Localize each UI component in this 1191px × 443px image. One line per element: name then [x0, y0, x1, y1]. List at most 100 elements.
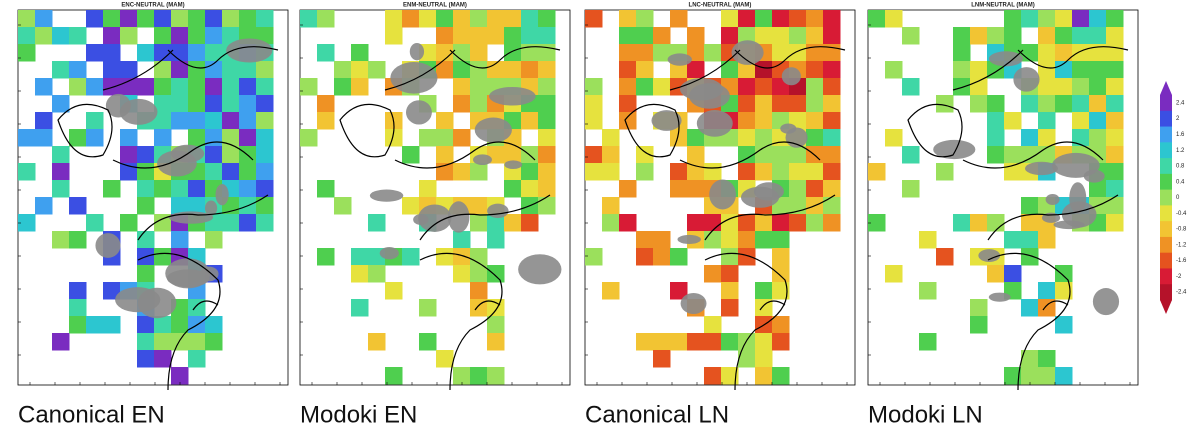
map-cell [385, 27, 403, 45]
map-cell [1038, 78, 1056, 96]
map-cell [137, 180, 155, 198]
map-panel: ENM-NEUTRAL (MAM)Modoki EN [300, 3, 570, 429]
masked-area [989, 293, 1011, 302]
colorbar-swatch [1160, 190, 1172, 206]
map-cell [806, 10, 824, 28]
map-cell [1038, 350, 1056, 368]
map-cell [738, 163, 756, 181]
map-cell [936, 95, 954, 113]
map-cell [171, 10, 189, 28]
masked-area [475, 118, 512, 143]
map-cell [521, 61, 539, 79]
masked-area [1069, 182, 1086, 213]
map-cell [154, 78, 172, 96]
map-cell [970, 61, 988, 79]
map-cell [538, 61, 556, 79]
masked-area [978, 249, 1000, 262]
map-cell [86, 78, 104, 96]
map-cell [69, 27, 87, 45]
map-cell [738, 78, 756, 96]
map-cell [504, 180, 522, 198]
map-cell [953, 44, 971, 62]
map-cell [868, 163, 886, 181]
map-cell [521, 27, 539, 45]
map-cell [1038, 61, 1056, 79]
map-cell [1038, 44, 1056, 62]
map-cell [453, 44, 471, 62]
map-cell [919, 282, 937, 300]
map-cell [171, 44, 189, 62]
map-cell [120, 27, 138, 45]
map-cell [721, 282, 739, 300]
colorbar-arrow-top [1160, 81, 1172, 95]
map-cell [137, 78, 155, 96]
map-cell [755, 129, 773, 147]
map-cell [453, 78, 471, 96]
map-cell [755, 333, 773, 351]
colorbar-swatch [1160, 253, 1172, 269]
map-cell [823, 197, 841, 215]
map-cell [154, 248, 172, 266]
masked-area [1025, 162, 1058, 175]
map-cell [1021, 44, 1039, 62]
map-cell [538, 112, 556, 130]
map-cell [823, 95, 841, 113]
map-cell [504, 61, 522, 79]
map-cell [453, 367, 471, 385]
masked-area [1046, 194, 1060, 205]
map-cell [256, 163, 274, 181]
map-cell [239, 214, 257, 232]
masked-area [115, 287, 160, 312]
map-cell [902, 180, 920, 198]
map-cell [470, 78, 488, 96]
masked-area [380, 247, 399, 259]
map-cell [69, 282, 87, 300]
map-cell [205, 146, 223, 164]
map-cell [636, 78, 654, 96]
colorbar-label: -2.4 [1176, 290, 1187, 296]
map-cell [772, 146, 790, 164]
map-cell [585, 95, 603, 113]
map-cell [953, 27, 971, 45]
map-cell [35, 197, 53, 215]
map-cell [521, 10, 539, 28]
map-cell [721, 248, 739, 266]
map-cell [1106, 146, 1124, 164]
panel-title: ENC-NEUTRAL (MAM) [121, 3, 184, 9]
map-cell [987, 265, 1005, 283]
map-cell [385, 282, 403, 300]
map-cell [1089, 61, 1107, 79]
masked-area [741, 187, 779, 208]
map-cell [970, 95, 988, 113]
map-cell [521, 180, 539, 198]
map-cell [137, 316, 155, 334]
map-cell [619, 27, 637, 45]
map-cell [52, 180, 70, 198]
map-cell [902, 146, 920, 164]
map-cell [789, 27, 807, 45]
map-cell [1038, 282, 1056, 300]
map-cell [538, 95, 556, 113]
map-cell [222, 163, 240, 181]
map-cell [385, 367, 403, 385]
colorbar-swatch [1160, 127, 1172, 143]
map-cell [103, 316, 121, 334]
colorbar-swatch [1160, 111, 1172, 127]
map-cell [772, 367, 790, 385]
map-cell [636, 10, 654, 28]
map-cell [738, 129, 756, 147]
masked-area [169, 211, 213, 223]
masked-area [681, 293, 707, 314]
map-cell [188, 78, 206, 96]
map-cell [585, 248, 603, 266]
colorbar-label: -1.2 [1176, 242, 1187, 248]
map-cell [120, 214, 138, 232]
map-cell [1089, 78, 1107, 96]
map-cell [188, 129, 206, 147]
map-cell [239, 163, 257, 181]
colorbar-label: -1.6 [1176, 258, 1187, 264]
masked-area [1052, 153, 1100, 178]
masked-area [95, 233, 120, 258]
masked-area [216, 184, 229, 205]
map-cell [1089, 180, 1107, 198]
